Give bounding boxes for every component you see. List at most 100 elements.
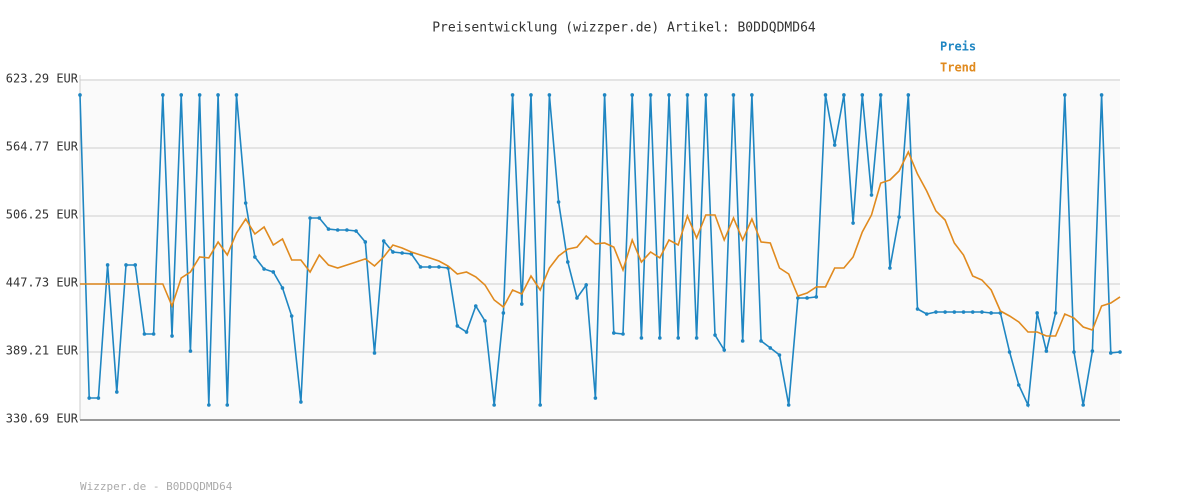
- data-point: [1118, 350, 1122, 354]
- data-point: [934, 310, 938, 314]
- data-point: [345, 228, 349, 232]
- y-tick-label: 389.21 EUR: [6, 344, 79, 358]
- data-point: [814, 295, 819, 299]
- data-point: [179, 93, 184, 97]
- data-point: [529, 93, 533, 97]
- data-point: [980, 310, 984, 314]
- data-point: [897, 215, 901, 219]
- data-point: [1053, 311, 1058, 315]
- y-tick-label: 623.29 EUR: [6, 72, 79, 86]
- data-point: [483, 319, 487, 323]
- data-point: [207, 403, 211, 407]
- data-point: [501, 311, 506, 315]
- data-point: [750, 93, 754, 97]
- data-point: [225, 403, 230, 407]
- data-point: [87, 396, 92, 400]
- data-point: [216, 93, 220, 97]
- data-point: [924, 312, 929, 316]
- y-tick-label: 506.25 EUR: [6, 208, 79, 222]
- data-point: [556, 200, 561, 204]
- y-tick-label: 564.77 EUR: [6, 140, 79, 154]
- data-point: [823, 93, 828, 97]
- data-point: [786, 403, 791, 407]
- data-point: [473, 304, 478, 308]
- data-point: [648, 93, 653, 97]
- data-point: [96, 396, 101, 400]
- data-point: [676, 336, 681, 340]
- data-point: [1062, 93, 1067, 97]
- chart-title: Preisentwicklung (wizzper.de) Artikel: B…: [432, 21, 816, 36]
- data-point: [538, 403, 542, 407]
- data-point: [188, 349, 193, 353]
- data-point: [1081, 403, 1085, 407]
- data-point: [768, 346, 773, 350]
- data-point: [943, 310, 947, 314]
- data-point: [197, 93, 202, 97]
- data-point: [262, 267, 266, 271]
- data-point: [952, 310, 957, 314]
- data-point: [1016, 383, 1021, 387]
- data-point: [519, 302, 524, 306]
- data-point: [630, 93, 635, 97]
- data-point: [492, 403, 496, 407]
- series-line: [80, 150, 1121, 337]
- data-point: [851, 221, 855, 225]
- data-point: [1090, 349, 1095, 353]
- data-point: [253, 255, 257, 259]
- footer: Wizzper.de - B0DDQDMD64: [80, 480, 233, 493]
- data-point: [565, 260, 570, 264]
- data-point: [906, 93, 911, 97]
- data-point: [427, 265, 432, 269]
- data-point: [547, 93, 552, 97]
- data-point: [740, 339, 745, 343]
- data-point: [878, 93, 883, 97]
- data-point: [1099, 93, 1104, 97]
- data-point: [455, 324, 460, 328]
- data-point: [335, 228, 340, 232]
- data-point: [418, 265, 423, 269]
- data-point: [989, 311, 993, 315]
- data-point: [621, 332, 625, 336]
- data-point: [1072, 350, 1076, 354]
- data-point: [280, 286, 285, 290]
- data-point: [796, 296, 800, 300]
- data-point: [1007, 350, 1012, 354]
- legend-label: Preis: [940, 40, 976, 54]
- data-point: [1035, 311, 1039, 315]
- data-point: [142, 332, 147, 336]
- data-point: [704, 93, 708, 97]
- data-point: [391, 250, 395, 254]
- data-point: [961, 310, 966, 314]
- data-point: [685, 93, 690, 97]
- data-point: [170, 334, 174, 338]
- data-point: [832, 143, 837, 147]
- data-point: [658, 336, 662, 340]
- data-point: [234, 93, 239, 97]
- data-point: [722, 348, 727, 352]
- y-tick-label: 447.73 EUR: [6, 276, 79, 290]
- data-point: [1108, 351, 1113, 355]
- data-point: [271, 270, 276, 274]
- data-point: [869, 193, 874, 197]
- data-point: [1026, 403, 1030, 407]
- data-point: [694, 336, 699, 340]
- data-point: [713, 333, 717, 337]
- data-point: [575, 296, 579, 300]
- legend-label: Trend: [940, 61, 976, 75]
- data-point: [842, 93, 846, 97]
- data-point: [372, 351, 377, 355]
- data-point: [363, 240, 368, 244]
- data-point: [667, 93, 671, 97]
- data-point: [115, 390, 119, 394]
- data-point: [1044, 349, 1049, 353]
- y-tick-label: 330.69 EUR: [6, 412, 79, 426]
- data-point: [161, 93, 165, 97]
- data-point: [326, 227, 331, 231]
- data-point: [888, 266, 892, 270]
- data-point: [437, 265, 441, 269]
- data-point: [381, 239, 386, 243]
- data-point: [133, 263, 138, 267]
- data-point: [354, 229, 358, 233]
- data-point: [105, 263, 110, 267]
